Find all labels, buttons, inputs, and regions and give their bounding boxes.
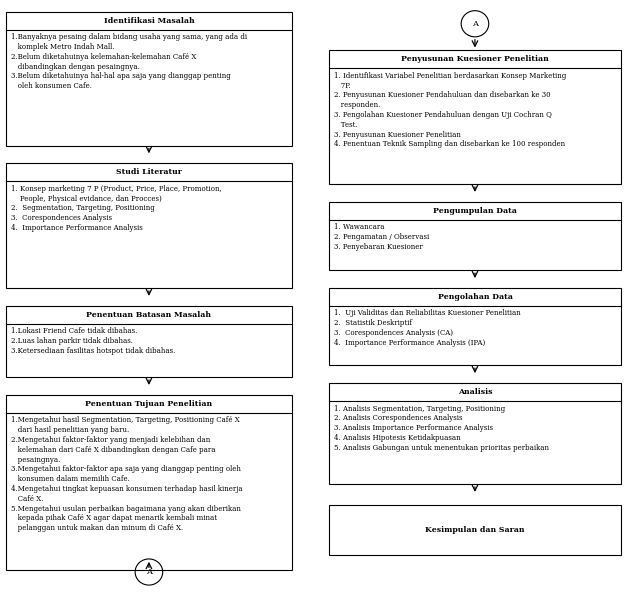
Bar: [6, 306, 292, 377]
Bar: [329, 202, 621, 270]
Text: Analisis: Analisis: [458, 388, 492, 396]
Bar: [6, 12, 292, 146]
Text: Identifikasi Masalah: Identifikasi Masalah: [103, 17, 194, 25]
Text: 1. Konsep marketing 7 P (Product, Price, Place, Promotion,
    People, Physical : 1. Konsep marketing 7 P (Product, Price,…: [11, 185, 221, 232]
Text: 1.  Uji Validitas dan Reliabilitas Kuesioner Penelitian
2.  Statistik Deskriptif: 1. Uji Validitas dan Reliabilitas Kuesio…: [334, 309, 520, 347]
Text: 1.Banyaknya pesaing dalam bidang usaha yang sama, yang ada di
   komplek Metro I: 1.Banyaknya pesaing dalam bidang usaha y…: [11, 33, 247, 90]
Bar: [6, 395, 292, 570]
Text: Pengolahan Data: Pengolahan Data: [438, 293, 512, 301]
Text: A: A: [146, 568, 152, 576]
Text: Penentuan Batasan Masalah: Penentuan Batasan Masalah: [87, 311, 211, 319]
Text: Penyusunan Kuesioner Penelitian: Penyusunan Kuesioner Penelitian: [401, 55, 549, 64]
Text: 1. Wawancara
2. Pengamatan / Observasi
3. Penyebaran Kuesioner: 1. Wawancara 2. Pengamatan / Observasi 3…: [334, 223, 429, 251]
Bar: [329, 50, 621, 184]
Text: 1. Identifikasi Variabel Penelitian berdasarkan Konsep Marketing
   7P.
2. Penyu: 1. Identifikasi Variabel Penelitian berd…: [334, 72, 566, 148]
Text: 1.Lokasi Friend Cafe tidak dibahas.
2.Luas lahan parkir tidak dibahas.
3.Keterse: 1.Lokasi Friend Cafe tidak dibahas. 2.Lu…: [11, 327, 175, 355]
Bar: [329, 383, 621, 484]
Text: 1. Analisis Segmentation, Targeting, Positioning
2. Analisis Corespondences Anal: 1. Analisis Segmentation, Targeting, Pos…: [334, 405, 549, 451]
Bar: [6, 163, 292, 288]
Text: Kesimpulan dan Saran: Kesimpulan dan Saran: [425, 526, 525, 534]
Text: Penentuan Tujuan Penelitian: Penentuan Tujuan Penelitian: [85, 400, 213, 408]
Text: Pengumpulan Data: Pengumpulan Data: [433, 207, 517, 215]
Text: Studi Literatur: Studi Literatur: [116, 168, 182, 176]
Text: 1.Mengetahui hasil Segmentation, Targeting, Positioning Café X
   dari hasil pen: 1.Mengetahui hasil Segmentation, Targeti…: [11, 416, 242, 532]
Text: A: A: [472, 20, 478, 28]
Bar: [329, 505, 621, 555]
Bar: [329, 288, 621, 365]
